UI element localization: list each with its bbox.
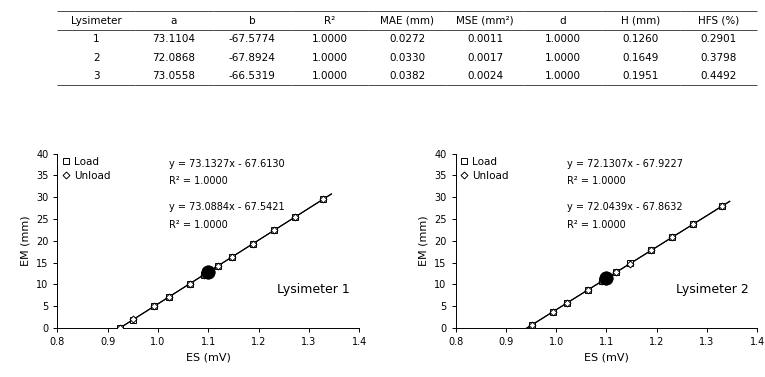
Y-axis label: EM (mm): EM (mm) [21, 216, 31, 266]
Text: R² = 1.0000: R² = 1.0000 [568, 176, 626, 186]
Y-axis label: EM (mm): EM (mm) [418, 216, 428, 266]
Text: y = 73.1327x - 67.6130: y = 73.1327x - 67.6130 [169, 159, 285, 169]
Text: y = 73.0884x - 67.5421: y = 73.0884x - 67.5421 [169, 202, 285, 213]
Text: R² = 1.0000: R² = 1.0000 [169, 176, 228, 186]
Text: Lysimeter 2: Lysimeter 2 [675, 283, 748, 296]
Text: Lysimeter 1: Lysimeter 1 [277, 283, 350, 296]
Legend: Load, Unload: Load, Unload [60, 157, 110, 181]
X-axis label: ES (mV): ES (mV) [584, 352, 629, 363]
Text: y = 72.0439x - 67.8632: y = 72.0439x - 67.8632 [568, 202, 683, 213]
Text: R² = 1.0000: R² = 1.0000 [169, 220, 228, 230]
Legend: Load, Unload: Load, Unload [459, 157, 509, 181]
Text: y = 72.1307x - 67.9227: y = 72.1307x - 67.9227 [568, 159, 683, 169]
Text: R² = 1.0000: R² = 1.0000 [568, 220, 626, 230]
X-axis label: ES (mV): ES (mV) [186, 352, 231, 363]
